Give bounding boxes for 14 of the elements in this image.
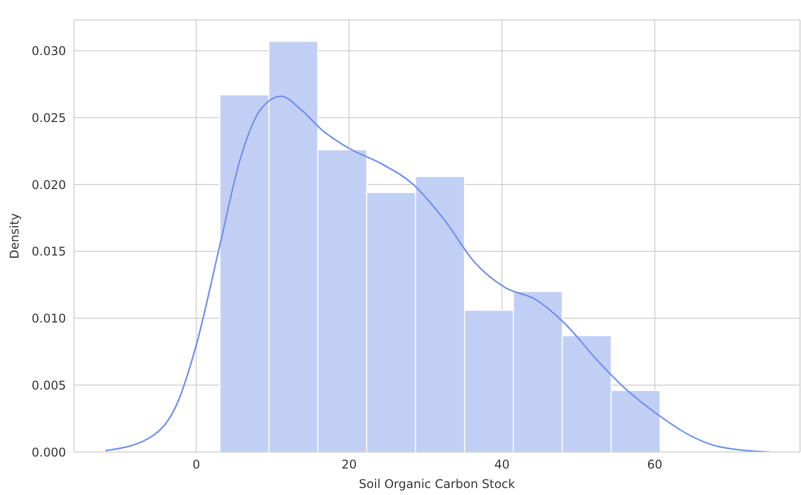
x-axis-title: Soil Organic Carbon Stock xyxy=(358,477,516,491)
y-tick-label: 0.025 xyxy=(32,110,66,125)
y-tick-label: 0.005 xyxy=(32,378,66,392)
y-tick-label: 0.000 xyxy=(32,445,66,460)
y-axis-title: Density xyxy=(7,213,22,259)
y-tick-label: 0.015 xyxy=(32,244,66,259)
y-tick-label: 0.010 xyxy=(32,312,66,326)
y-tick-label: 0.030 xyxy=(32,44,66,58)
x-tick-label: 40 xyxy=(494,458,510,472)
line-series xyxy=(104,95,770,452)
y-tick-label: 0.020 xyxy=(32,178,66,192)
x-tick-label: 0 xyxy=(192,458,200,472)
x-tick-label: 20 xyxy=(341,458,357,472)
x-tick-label: 60 xyxy=(647,458,662,472)
